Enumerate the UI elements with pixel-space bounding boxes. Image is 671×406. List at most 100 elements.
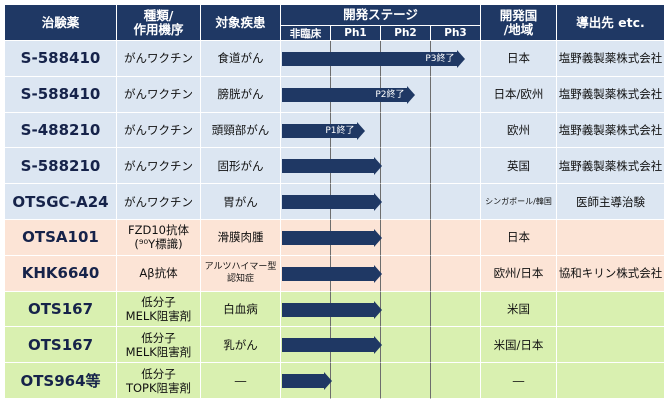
- row-3-country-text: 英国: [507, 158, 530, 173]
- header-disease: 対象疾患: [201, 5, 281, 41]
- row-9-drug-text: OTS964等: [20, 372, 101, 391]
- row-6-type: Aβ抗体: [117, 255, 201, 292]
- row-9-disease: ―: [201, 363, 281, 399]
- row-6-country: 欧州/日本: [481, 255, 557, 292]
- row-9-country: ―: [481, 363, 557, 399]
- row-0-disease: 食道がん: [201, 41, 281, 77]
- header-stage-3: Ph3: [431, 26, 481, 41]
- row-4-disease-text: 胃がん: [223, 194, 258, 209]
- row-8-type-text: 低分子 MELK阻害剤: [125, 330, 192, 359]
- row-2-stage-2: [381, 112, 431, 149]
- row-1-country-text: 日本/欧州: [493, 87, 544, 102]
- row-0-drug: S-588410: [5, 41, 117, 77]
- row-2-drug: S-488210: [5, 112, 117, 149]
- row-4-disease: 胃がん: [201, 184, 281, 220]
- row-7-licensee: [557, 291, 665, 328]
- row-0-country: 日本: [481, 41, 557, 77]
- row-7-stage-3: [431, 291, 481, 328]
- header-country-text: 開発国 /地域: [499, 7, 538, 37]
- header-stage-2-text: Ph2: [394, 27, 417, 39]
- header-stage: 開発ステージ: [281, 5, 481, 26]
- row-8-licensee: [557, 327, 665, 364]
- row-9-licensee: [557, 363, 665, 399]
- row-3-licensee: 塩野義製薬株式会社: [557, 148, 665, 185]
- row-6-drug: KHK6640: [5, 255, 117, 292]
- row-1-type-text: がんワクチン: [124, 87, 193, 102]
- row-9-progress-arrow: [282, 372, 332, 391]
- row-8-drug-text: OTS167: [27, 335, 94, 354]
- row-4-type: がんワクチン: [117, 184, 201, 220]
- row-8-drug: OTS167: [5, 327, 117, 364]
- row-9-disease-text: ―: [234, 373, 247, 388]
- row-5-type-text: FZD10抗体 (⁹⁰Y標識): [128, 223, 189, 252]
- row-1-type: がんワクチン: [117, 76, 201, 113]
- row-0-type-text: がんワクチン: [124, 51, 193, 66]
- header-type: 種類/ 作用機序: [117, 5, 201, 41]
- row-3-stage-2: [381, 148, 431, 185]
- row-5-progress-arrow: [282, 228, 382, 247]
- header-stage-0-text: 非臨床: [289, 27, 322, 40]
- header-stage-1-text: Ph1: [344, 27, 367, 39]
- row-4-country-text: シンガポール/韓国: [485, 197, 552, 207]
- row-7-type-text: 低分子 MELK阻害剤: [125, 294, 192, 323]
- row-0-drug-text: S-588410: [20, 49, 101, 68]
- row-1-progress-arrow: P2終了: [282, 85, 414, 104]
- row-7-disease-text: 白血病: [223, 301, 258, 316]
- row-6-disease-text: アルツハイマー型 認知症: [204, 262, 277, 285]
- pipeline-table: 治験薬 種類/ 作用機序 対象疾患 開発ステージ非臨床 Ph1 Ph2 Ph3 開発国 /地域…: [5, 5, 665, 403]
- header-stage-1: Ph1: [331, 26, 381, 41]
- row-3-stage-3: [431, 148, 481, 185]
- row-3-disease-text: 固形がん: [217, 158, 264, 173]
- row-8-disease: 乳がん: [201, 327, 281, 364]
- row-5-stage-2: [381, 220, 431, 256]
- row-3-type: がんワクチン: [117, 148, 201, 185]
- row-1-country: 日本/欧州: [481, 76, 557, 113]
- row-6-disease: アルツハイマー型 認知症: [201, 255, 281, 292]
- row-3-drug-text: S-588210: [20, 156, 101, 175]
- row-0-type: がんワクチン: [117, 41, 201, 77]
- header-licensee-text: 導出先 etc.: [576, 14, 645, 30]
- row-1-drug-text: S-588410: [20, 85, 101, 104]
- header-disease-text: 対象疾患: [215, 14, 266, 30]
- header-type-text: 種類/ 作用機序: [133, 7, 184, 37]
- row-2-disease: 頭頸部がん: [201, 112, 281, 149]
- row-9-stage-3: [431, 363, 481, 399]
- row-7-progress-arrow: [282, 300, 382, 319]
- header-stage-2: Ph2: [381, 26, 431, 41]
- row-5-drug-text: OTSA101: [22, 228, 99, 247]
- row-5-type: FZD10抗体 (⁹⁰Y標識): [117, 220, 201, 256]
- row-7-stage-2: [381, 291, 431, 328]
- row-2-disease-text: 頭頸部がん: [211, 122, 270, 137]
- header-drug-text: 治験薬: [41, 14, 80, 30]
- row-4-progress-arrow: [282, 193, 382, 212]
- row-0-licensee: 塩野義製薬株式会社: [557, 41, 665, 77]
- row-8-country-text: 米国/日本: [493, 337, 544, 352]
- row-2-stage-3: [431, 112, 481, 149]
- row-1-stage-3: [431, 76, 481, 113]
- row-3-licensee-text: 塩野義製薬株式会社: [558, 158, 663, 173]
- row-3-progress-arrow: [282, 157, 382, 176]
- row-0-progress-arrow: P3終了: [282, 49, 464, 68]
- row-4-stage-2: [381, 184, 431, 220]
- row-0-licensee-text: 塩野義製薬株式会社: [558, 51, 663, 66]
- row-8-stage-2: [381, 327, 431, 364]
- row-9-stage-2: [381, 363, 431, 399]
- row-6-licensee-text: 協和キリン株式会社: [558, 266, 663, 281]
- row-7-drug-text: OTS167: [27, 299, 94, 318]
- row-8-stage-3: [431, 327, 481, 364]
- header-stage-0: 非臨床: [281, 26, 331, 41]
- header-stage-text: 開発ステージ: [343, 7, 418, 22]
- row-7-country-text: 米国: [507, 301, 530, 316]
- row-4-licensee-text: 医師主導治験: [576, 194, 645, 209]
- row-4-drug: OTSGC-A24: [5, 184, 117, 220]
- row-5-country: 日本: [481, 220, 557, 256]
- row-8-country: 米国/日本: [481, 327, 557, 364]
- row-3-drug: S-588210: [5, 148, 117, 185]
- row-9-type: 低分子 TOPK阻害剤: [117, 363, 201, 399]
- row-5-country-text: 日本: [507, 230, 530, 245]
- row-5-disease-text: 滑膜肉腫: [217, 230, 264, 245]
- row-6-country-text: 欧州/日本: [493, 266, 544, 281]
- row-5-stage-3: [431, 220, 481, 256]
- row-2-licensee-text: 塩野義製薬株式会社: [558, 122, 663, 137]
- row-5-drug: OTSA101: [5, 220, 117, 256]
